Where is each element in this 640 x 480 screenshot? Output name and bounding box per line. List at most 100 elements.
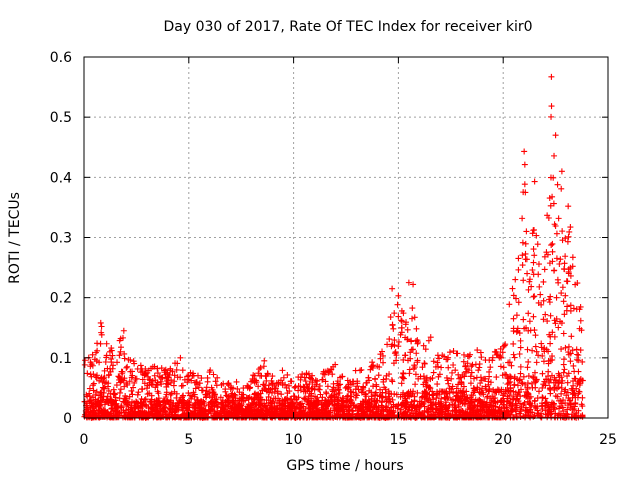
data-point: [517, 400, 524, 407]
data-point: [517, 363, 524, 370]
data-point: [449, 383, 456, 390]
data-point: [334, 400, 341, 407]
data-point: [525, 358, 532, 365]
data-point: [414, 359, 421, 366]
data-point: [84, 370, 91, 377]
data-point: [179, 367, 186, 374]
data-point: [538, 340, 545, 347]
data-point: [234, 385, 241, 392]
data-point: [486, 388, 493, 395]
data-point: [493, 374, 500, 381]
data-point: [322, 404, 329, 411]
data-point: [236, 406, 243, 413]
data-point: [560, 369, 567, 376]
data-point: [547, 293, 554, 300]
data-point: [141, 371, 148, 378]
data-point: [96, 359, 103, 366]
data-point: [422, 346, 429, 353]
data-point: [544, 212, 551, 219]
data-point: [568, 401, 575, 408]
data-point: [105, 372, 112, 379]
data-point: [577, 303, 584, 310]
data-point: [548, 113, 555, 120]
data-point: [547, 390, 554, 397]
data-point: [521, 325, 528, 332]
data-point: [529, 230, 536, 237]
data-point: [161, 404, 168, 411]
data-point: [536, 283, 543, 290]
data-point: [330, 405, 337, 412]
data-point: [413, 325, 420, 332]
data-point: [576, 377, 583, 384]
data-point: [513, 295, 520, 302]
data-point: [438, 401, 445, 408]
data-point: [173, 366, 180, 373]
data-point: [384, 341, 391, 348]
data-point: [393, 391, 400, 398]
data-point: [195, 384, 202, 391]
data-point: [173, 394, 180, 401]
data-point: [483, 399, 490, 406]
data-point: [389, 285, 396, 292]
data-point: [238, 391, 245, 398]
data-point: [286, 399, 293, 406]
data-points: [81, 73, 586, 421]
data-point: [444, 356, 451, 363]
data-point: [478, 377, 485, 384]
data-point: [497, 345, 504, 352]
data-point: [570, 305, 577, 312]
data-point: [97, 399, 104, 406]
data-point: [392, 348, 399, 355]
data-point: [519, 262, 526, 269]
data-point: [139, 376, 146, 383]
data-point: [568, 414, 575, 421]
data-point: [435, 363, 442, 370]
data-point: [459, 408, 466, 415]
data-point: [162, 411, 169, 418]
data-point: [156, 399, 163, 406]
data-point: [420, 381, 427, 388]
data-point: [387, 314, 394, 321]
data-point: [439, 352, 446, 359]
data-point: [555, 370, 562, 377]
data-point: [339, 412, 346, 419]
data-point: [135, 400, 142, 407]
data-point: [279, 382, 286, 389]
data-point: [399, 374, 406, 381]
data-point: [400, 356, 407, 363]
data-point: [507, 374, 514, 381]
data-point: [419, 364, 426, 371]
data-point: [105, 380, 112, 387]
data-point: [258, 372, 265, 379]
data-point: [486, 368, 493, 375]
data-point: [261, 357, 268, 364]
data-point: [326, 400, 333, 407]
data-point: [369, 365, 376, 371]
data-point: [404, 408, 411, 415]
data-point: [503, 371, 510, 378]
data-point: [376, 364, 383, 371]
data-point: [317, 391, 324, 398]
data-point: [148, 405, 155, 412]
data-point: [97, 319, 104, 326]
data-point: [117, 348, 124, 355]
data-point: [525, 373, 532, 380]
data-point: [505, 359, 512, 366]
data-point: [574, 280, 581, 287]
data-point: [556, 411, 563, 418]
data-point: [542, 400, 549, 407]
data-point: [500, 401, 507, 408]
data-point: [443, 374, 450, 381]
data-point: [233, 407, 240, 414]
grid-layer: [84, 57, 608, 418]
data-point: [423, 395, 430, 402]
data-point: [270, 395, 277, 402]
data-point: [379, 394, 386, 401]
data-point: [498, 407, 505, 414]
data-point: [314, 378, 321, 385]
data-point: [460, 383, 467, 390]
x-tick-label: 5: [184, 432, 193, 448]
data-point: [553, 255, 560, 262]
data-point: [401, 392, 408, 399]
data-point: [476, 364, 483, 371]
